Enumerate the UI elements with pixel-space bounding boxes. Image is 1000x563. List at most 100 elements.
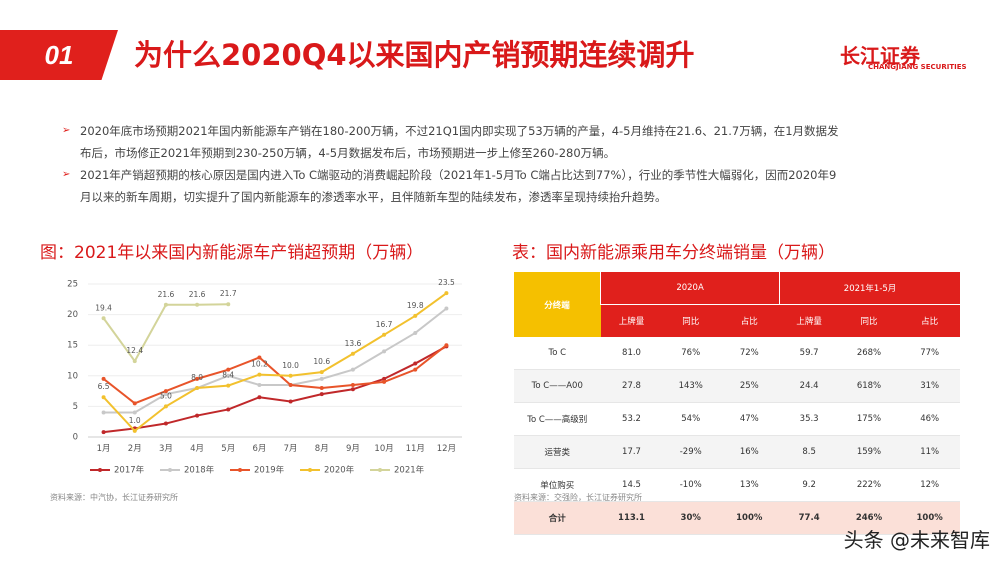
table-cell: 100% bbox=[736, 513, 763, 523]
table-cell: 268% bbox=[856, 348, 882, 358]
value-label: 13.6 bbox=[345, 339, 362, 348]
table-cell: 175% bbox=[856, 414, 882, 424]
point bbox=[257, 395, 262, 400]
table-cell: 16% bbox=[739, 447, 759, 457]
point bbox=[444, 306, 449, 311]
table-cell: 47% bbox=[739, 414, 759, 424]
table-cell: 8.5 bbox=[802, 447, 816, 457]
point bbox=[195, 413, 200, 418]
point bbox=[288, 373, 293, 378]
table-row: To C——高级别 53.2 54% 47% 35.3 175% 46% bbox=[514, 402, 960, 436]
value-label: 21.6 bbox=[189, 290, 206, 299]
table-cell: 13% bbox=[739, 480, 759, 490]
table-cell: 17.7 bbox=[622, 447, 641, 457]
bullets: 2020年底市场预期2021年国内新能源车产销在180-200万辆，不过21Q1… bbox=[62, 120, 842, 208]
table-cell: 77.4 bbox=[798, 513, 820, 523]
point bbox=[319, 370, 324, 375]
value-label: 5.0 bbox=[160, 391, 172, 400]
point bbox=[101, 376, 106, 381]
x-tick-label: 12月 bbox=[437, 444, 456, 454]
y-tick-label: 0 bbox=[73, 433, 78, 443]
bullet: 2020年底市场预期2021年国内新能源车产销在180-200万辆，不过21Q1… bbox=[62, 120, 842, 164]
point bbox=[226, 367, 231, 372]
table-row: To C——A00 27.8 143% 25% 24.4 618% 31% bbox=[514, 369, 960, 403]
value-label: 19.4 bbox=[95, 303, 112, 312]
x-tick-label: 3月 bbox=[159, 444, 173, 454]
series-line bbox=[102, 292, 448, 433]
x-tick-label: 10月 bbox=[374, 444, 393, 454]
chart-title: 图：2021年以来国内新能源车产销超预期（万辆） bbox=[40, 243, 424, 263]
point bbox=[350, 367, 355, 372]
point bbox=[163, 302, 168, 307]
table-cell: 222% bbox=[856, 480, 882, 490]
legend-marker bbox=[308, 468, 312, 472]
value-label: 21.6 bbox=[158, 290, 175, 299]
y-tick-label: 5 bbox=[73, 402, 78, 412]
point bbox=[382, 332, 387, 337]
chart: 0 5 10 15 20 25 1月 2月 3月 4月 5月 6月 7月 8月 9月 10月 11月 12月 6.5… bbox=[67, 278, 462, 476]
point bbox=[288, 382, 293, 387]
table-row: 运营类 17.7 -29% 16% 8.5 159% 11% bbox=[514, 435, 960, 469]
series-line bbox=[102, 303, 229, 363]
point bbox=[382, 376, 387, 381]
legend-marker bbox=[98, 468, 102, 472]
section-number: 01 bbox=[0, 30, 118, 80]
point bbox=[257, 382, 262, 387]
table-cell: -29% bbox=[679, 447, 702, 457]
point bbox=[413, 361, 418, 366]
y-tick-label: 10 bbox=[67, 371, 78, 381]
point bbox=[382, 349, 387, 354]
point bbox=[195, 302, 200, 307]
x-tick-label: 4月 bbox=[190, 444, 204, 454]
value-label: 10.2 bbox=[251, 360, 268, 369]
point bbox=[350, 351, 355, 356]
x-tick-label: 1月 bbox=[97, 444, 111, 454]
point bbox=[444, 343, 449, 348]
series-line bbox=[103, 345, 447, 434]
column-header: 同比 bbox=[838, 304, 900, 337]
value-label: 16.7 bbox=[376, 320, 393, 329]
point bbox=[195, 376, 200, 381]
table-cell: 24.4 bbox=[799, 381, 819, 391]
point bbox=[413, 330, 418, 335]
value-label: 1.0 bbox=[129, 416, 141, 425]
table-cell: 618% bbox=[856, 381, 882, 391]
y-tick-label: 25 bbox=[67, 280, 78, 290]
point bbox=[288, 399, 293, 404]
table-cell: 72% bbox=[739, 348, 759, 358]
table-cell: 46% bbox=[920, 414, 940, 424]
logo-en: CHANGJIANG SECURITIES bbox=[868, 63, 967, 71]
point bbox=[163, 421, 168, 426]
series-line bbox=[102, 344, 448, 405]
x-tick-label: 7月 bbox=[284, 444, 298, 454]
legend-marker bbox=[168, 468, 172, 472]
value-label: 19.8 bbox=[407, 301, 424, 310]
point bbox=[101, 316, 106, 321]
point bbox=[257, 355, 262, 360]
legend-label: 2020年 bbox=[324, 465, 355, 476]
legend-marker bbox=[378, 468, 382, 472]
point bbox=[319, 376, 324, 381]
column-header: 同比 bbox=[662, 304, 719, 337]
period-header: 2020A bbox=[599, 272, 780, 305]
group-header: 分终端 bbox=[514, 272, 601, 337]
value-label: 10.6 bbox=[313, 357, 330, 366]
series-line bbox=[103, 307, 448, 414]
table-cell: 143% bbox=[678, 381, 703, 391]
table-cell: 14.5 bbox=[622, 480, 641, 490]
table-cell: 30% bbox=[680, 513, 701, 523]
value-label: 8.0 bbox=[191, 373, 203, 382]
bullet: 2021年产销超预期的核心原因是国内进入To C端驱动的消费崛起阶段（2021年… bbox=[62, 164, 842, 208]
y-tick-label: 15 bbox=[67, 341, 78, 351]
x-tick-label: 5月 bbox=[221, 444, 235, 454]
logo: 长江证券 bbox=[840, 44, 920, 68]
slide-title: 为什么2020Q4以来国内产销预期连续调升 bbox=[134, 38, 695, 72]
point bbox=[163, 392, 168, 397]
value-label: 21.7 bbox=[220, 289, 237, 298]
column-header: 上牌量 bbox=[600, 304, 663, 337]
table-cell: 35.3 bbox=[799, 414, 819, 424]
point bbox=[163, 389, 168, 394]
table-row: 合计 113.1 30% 100% 77.4 246% 100% bbox=[514, 501, 960, 535]
point bbox=[413, 367, 418, 372]
